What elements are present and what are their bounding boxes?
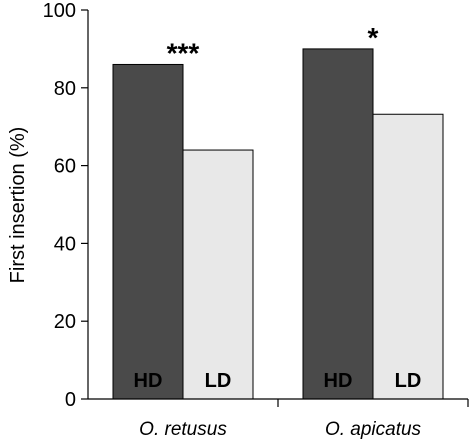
bar-label-ld: LD bbox=[395, 370, 422, 392]
bar-label-hd: HD bbox=[324, 370, 353, 392]
significance-markers: **** bbox=[167, 22, 379, 69]
y-tick-label: 100 bbox=[43, 0, 76, 22]
y-axis-ticks: 0 20 40 60 80 100 bbox=[43, 0, 88, 411]
bar-hd bbox=[302, 48, 374, 400]
x-axis-separators bbox=[277, 399, 469, 407]
category-label: O. retusus bbox=[139, 419, 227, 440]
category-labels: O. retusus O. apicatus bbox=[139, 419, 421, 440]
bar-labels: HD LD HD LD bbox=[134, 370, 422, 392]
bars bbox=[112, 48, 444, 400]
y-tick-label: 40 bbox=[54, 233, 76, 255]
bar-ld bbox=[182, 149, 254, 400]
significance-marker: *** bbox=[167, 37, 200, 68]
significance-marker: * bbox=[368, 22, 379, 53]
category-label: O. apicatus bbox=[325, 419, 422, 440]
bar-label-hd: HD bbox=[134, 370, 163, 392]
y-tick-label: 20 bbox=[54, 311, 76, 333]
y-tick-label: 60 bbox=[54, 156, 76, 178]
bar-ld bbox=[372, 113, 444, 400]
y-axis-label: First insertion (%) bbox=[7, 127, 29, 284]
y-tick-label: 0 bbox=[65, 389, 76, 411]
y-tick-label: 80 bbox=[54, 78, 76, 100]
bar-hd bbox=[112, 63, 184, 400]
bar-label-ld: LD bbox=[205, 370, 232, 392]
